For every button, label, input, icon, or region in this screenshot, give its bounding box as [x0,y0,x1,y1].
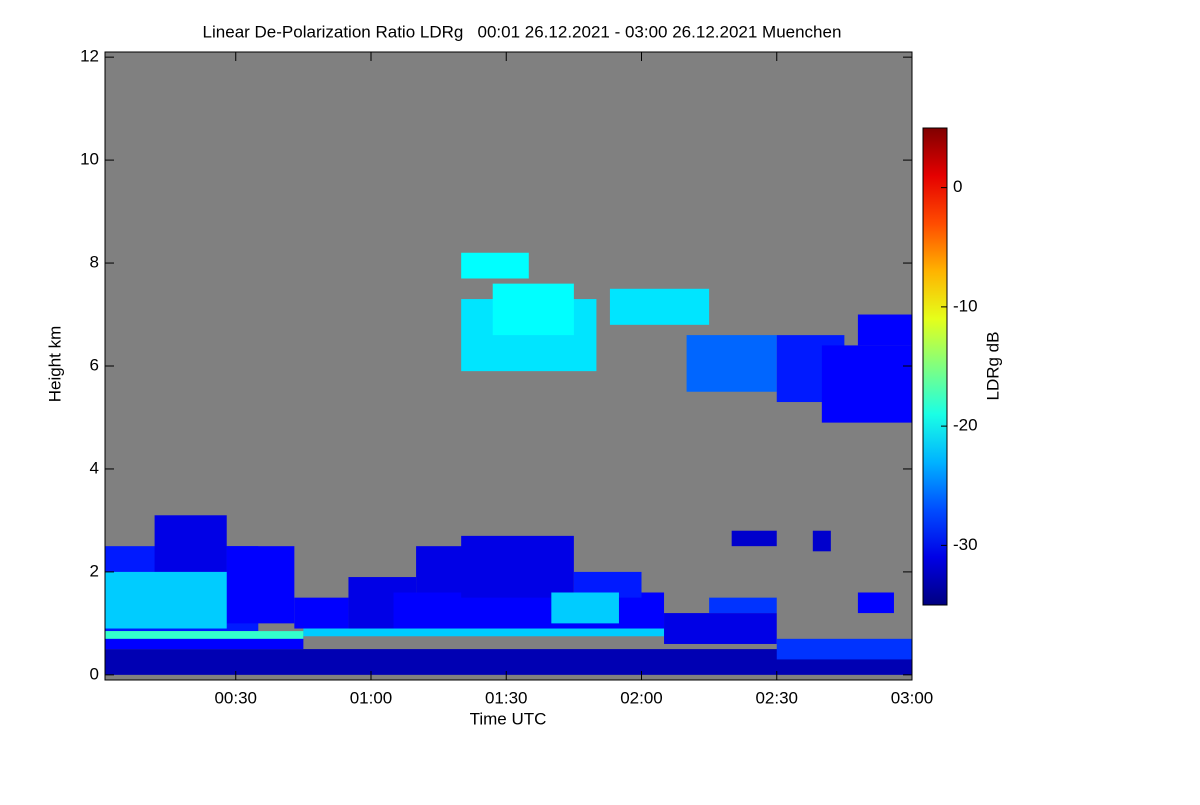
heatmap-cell [461,535,574,598]
colorbar-tick-label: -20 [953,416,978,435]
y-tick-label: 4 [90,458,99,477]
chart-title: Linear De-Polarization Ratio LDRg 00:01 … [203,22,842,41]
x-tick-label: 00:30 [214,688,257,707]
x-axis-title: Time UTC [470,709,547,728]
heatmap-cell [492,283,574,336]
heatmap-cell [609,288,710,325]
x-tick-label: 02:00 [620,688,663,707]
heatmap-cell [709,597,777,614]
heatmap-cell [154,515,227,572]
x-tick-label: 01:30 [485,688,528,707]
heatmap-cell [731,530,777,547]
heatmap-cell [812,530,831,552]
heatmap-cell [664,613,777,644]
colorbar [922,127,948,606]
heatmap-cell [226,546,295,624]
heatmap-cell [303,628,665,637]
colorbar-tick-label: 0 [953,177,962,196]
heatmap-cell [857,592,894,614]
colorbar-tick-label: -30 [953,535,978,554]
x-tick-label: 03:00 [891,688,934,707]
heatmap-cell [393,592,665,634]
heatmap-cell [776,638,912,660]
heatmap-cell [857,314,912,346]
heatmap-cell [551,592,619,624]
x-tick-label: 01:00 [350,688,393,707]
y-tick-label: 6 [90,355,99,374]
heatmap-cell [821,345,912,423]
y-tick-label: 0 [90,664,99,683]
x-tick-label: 02:30 [755,688,798,707]
colorbar-tick-label: -10 [953,296,978,315]
heatmap-cell [686,335,777,392]
heatmap-cell [461,252,529,279]
heatmap-cell [105,636,304,650]
heatmap-cell [294,597,349,629]
y-tick-label: 10 [80,150,99,169]
heatmap-cell [105,571,227,629]
colorbar-title: LDRg dB [983,332,1002,401]
y-tick-label: 12 [80,47,99,66]
y-tick-label: 2 [90,561,99,580]
y-axis-title: Height km [45,326,64,403]
heatmap-cell [105,631,304,639]
y-tick-label: 8 [90,253,99,272]
